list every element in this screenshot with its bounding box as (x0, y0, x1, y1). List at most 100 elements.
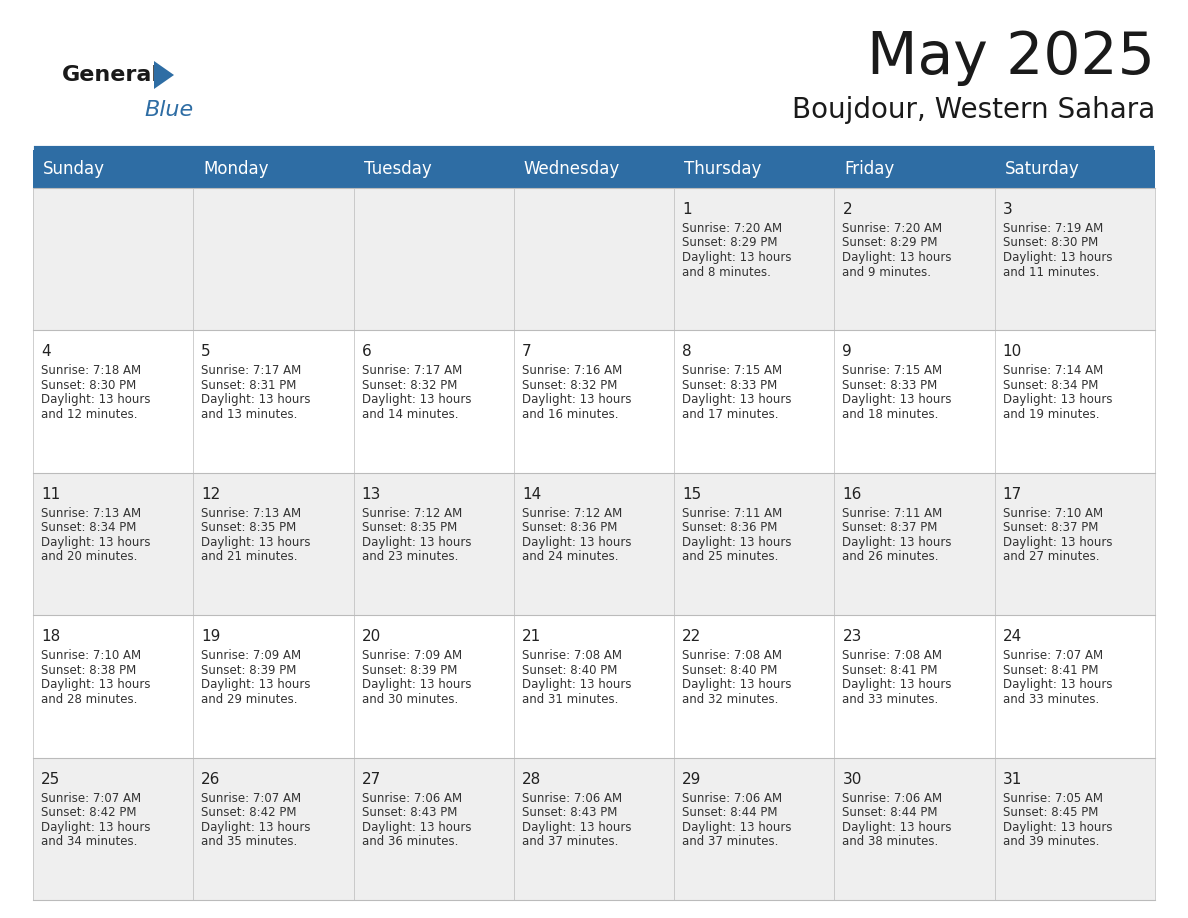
Text: and 16 minutes.: and 16 minutes. (522, 408, 619, 420)
Text: and 37 minutes.: and 37 minutes. (522, 835, 618, 848)
Text: and 37 minutes.: and 37 minutes. (682, 835, 778, 848)
Text: Daylight: 13 hours: Daylight: 13 hours (522, 394, 631, 407)
Text: Daylight: 13 hours: Daylight: 13 hours (361, 821, 472, 834)
Text: Sunset: 8:37 PM: Sunset: 8:37 PM (1003, 521, 1098, 534)
Polygon shape (154, 61, 173, 89)
Text: Sunset: 8:41 PM: Sunset: 8:41 PM (1003, 664, 1098, 677)
Text: Daylight: 13 hours: Daylight: 13 hours (1003, 251, 1112, 264)
Text: Daylight: 13 hours: Daylight: 13 hours (201, 678, 311, 691)
Text: Sunset: 8:33 PM: Sunset: 8:33 PM (842, 379, 937, 392)
Text: Daylight: 13 hours: Daylight: 13 hours (201, 821, 311, 834)
Text: and 31 minutes.: and 31 minutes. (522, 693, 618, 706)
Text: 16: 16 (842, 487, 861, 502)
Bar (834, 330, 994, 473)
Text: 13: 13 (361, 487, 381, 502)
Text: Sunrise: 7:20 AM: Sunrise: 7:20 AM (682, 222, 782, 235)
Text: Blue: Blue (144, 100, 194, 120)
Text: Daylight: 13 hours: Daylight: 13 hours (682, 678, 791, 691)
Text: 21: 21 (522, 629, 541, 644)
Text: 8: 8 (682, 344, 691, 360)
Text: and 21 minutes.: and 21 minutes. (201, 550, 298, 564)
Text: 15: 15 (682, 487, 701, 502)
Text: 17: 17 (1003, 487, 1022, 502)
Bar (834, 615, 994, 757)
Text: Sunrise: 7:10 AM: Sunrise: 7:10 AM (42, 649, 141, 662)
Text: and 33 minutes.: and 33 minutes. (842, 693, 939, 706)
Text: 20: 20 (361, 629, 381, 644)
Text: Daylight: 13 hours: Daylight: 13 hours (1003, 536, 1112, 549)
Text: Daylight: 13 hours: Daylight: 13 hours (42, 536, 151, 549)
Bar (834, 757, 994, 900)
Text: Sunset: 8:37 PM: Sunset: 8:37 PM (842, 521, 937, 534)
Text: Sunset: 8:44 PM: Sunset: 8:44 PM (842, 806, 939, 819)
Text: 7: 7 (522, 344, 531, 360)
Text: and 20 minutes.: and 20 minutes. (42, 550, 138, 564)
Text: 23: 23 (842, 629, 861, 644)
Text: Daylight: 13 hours: Daylight: 13 hours (361, 536, 472, 549)
Text: Sunset: 8:32 PM: Sunset: 8:32 PM (361, 379, 457, 392)
Text: and 26 minutes.: and 26 minutes. (842, 550, 939, 564)
Text: Daylight: 13 hours: Daylight: 13 hours (201, 394, 311, 407)
Text: Sunrise: 7:17 AM: Sunrise: 7:17 AM (201, 364, 302, 377)
Text: Daylight: 13 hours: Daylight: 13 hours (1003, 821, 1112, 834)
Text: Sunset: 8:34 PM: Sunset: 8:34 PM (1003, 379, 1098, 392)
Text: Sunset: 8:29 PM: Sunset: 8:29 PM (842, 237, 939, 250)
Text: General: General (62, 65, 160, 85)
Text: Sunrise: 7:14 AM: Sunrise: 7:14 AM (1003, 364, 1102, 377)
Text: and 23 minutes.: and 23 minutes. (361, 550, 457, 564)
Text: Sunset: 8:35 PM: Sunset: 8:35 PM (201, 521, 297, 534)
Bar (33, 615, 194, 757)
Text: and 35 minutes.: and 35 minutes. (201, 835, 297, 848)
Bar (354, 330, 514, 473)
Text: 29: 29 (682, 772, 702, 787)
Bar (33, 757, 194, 900)
Text: Sunrise: 7:18 AM: Sunrise: 7:18 AM (42, 364, 141, 377)
Bar (674, 615, 834, 757)
Text: Daylight: 13 hours: Daylight: 13 hours (1003, 678, 1112, 691)
Bar (194, 330, 354, 473)
Bar (994, 757, 1155, 900)
Bar (514, 757, 674, 900)
Text: Sunrise: 7:06 AM: Sunrise: 7:06 AM (361, 791, 462, 804)
Text: Sunset: 8:42 PM: Sunset: 8:42 PM (42, 806, 137, 819)
Text: Daylight: 13 hours: Daylight: 13 hours (522, 821, 631, 834)
Text: and 24 minutes.: and 24 minutes. (522, 550, 619, 564)
Text: 27: 27 (361, 772, 381, 787)
Text: Sunset: 8:43 PM: Sunset: 8:43 PM (522, 806, 618, 819)
Text: Sunrise: 7:13 AM: Sunrise: 7:13 AM (42, 507, 141, 520)
Text: Daylight: 13 hours: Daylight: 13 hours (201, 536, 311, 549)
Bar (514, 473, 674, 615)
Bar (994, 330, 1155, 473)
Text: 11: 11 (42, 487, 61, 502)
Text: Sunset: 8:29 PM: Sunset: 8:29 PM (682, 237, 778, 250)
Text: Sunrise: 7:15 AM: Sunrise: 7:15 AM (682, 364, 782, 377)
Text: Wednesday: Wednesday (524, 160, 620, 178)
Text: Sunrise: 7:07 AM: Sunrise: 7:07 AM (201, 791, 302, 804)
Text: Sunset: 8:39 PM: Sunset: 8:39 PM (361, 664, 457, 677)
Text: Sunrise: 7:11 AM: Sunrise: 7:11 AM (682, 507, 783, 520)
Text: Sunrise: 7:05 AM: Sunrise: 7:05 AM (1003, 791, 1102, 804)
Bar (33, 188, 194, 330)
Text: Daylight: 13 hours: Daylight: 13 hours (522, 536, 631, 549)
Text: 25: 25 (42, 772, 61, 787)
Text: Daylight: 13 hours: Daylight: 13 hours (522, 678, 631, 691)
Text: and 11 minutes.: and 11 minutes. (1003, 265, 1099, 278)
Text: Sunset: 8:40 PM: Sunset: 8:40 PM (522, 664, 618, 677)
Text: and 19 minutes.: and 19 minutes. (1003, 408, 1099, 420)
Text: Sunset: 8:40 PM: Sunset: 8:40 PM (682, 664, 777, 677)
Text: Monday: Monday (203, 160, 268, 178)
Text: Daylight: 13 hours: Daylight: 13 hours (682, 821, 791, 834)
Text: Sunset: 8:35 PM: Sunset: 8:35 PM (361, 521, 457, 534)
Bar (674, 330, 834, 473)
Bar (834, 188, 994, 330)
Text: and 13 minutes.: and 13 minutes. (201, 408, 298, 420)
Text: and 36 minutes.: and 36 minutes. (361, 835, 457, 848)
Text: Sunrise: 7:06 AM: Sunrise: 7:06 AM (522, 791, 623, 804)
Bar (674, 188, 834, 330)
Bar (33, 150, 1155, 188)
Text: Sunrise: 7:07 AM: Sunrise: 7:07 AM (42, 791, 141, 804)
Text: 1: 1 (682, 202, 691, 217)
Text: Daylight: 13 hours: Daylight: 13 hours (1003, 394, 1112, 407)
Text: and 34 minutes.: and 34 minutes. (42, 835, 138, 848)
Text: 28: 28 (522, 772, 541, 787)
